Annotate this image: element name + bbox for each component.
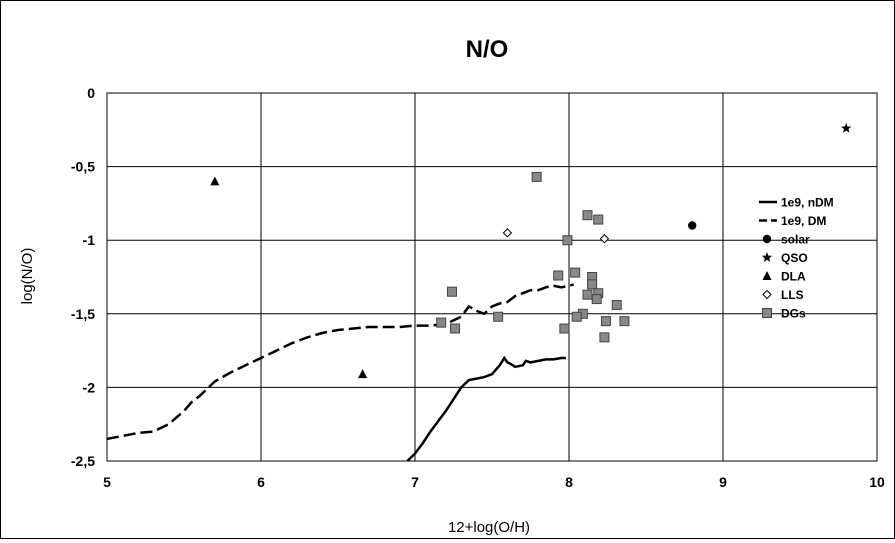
data-point-dgs xyxy=(531,171,542,182)
data-point-dla xyxy=(210,176,220,186)
legend-swatch-dla xyxy=(762,271,772,280)
plot-border xyxy=(106,92,878,462)
legend-label-dgs: DGs xyxy=(781,307,806,321)
data-point-dgs xyxy=(446,286,457,297)
data-point-dgs xyxy=(436,317,447,328)
legend-swatch-dgs xyxy=(762,308,772,318)
y-tick-label: -2 xyxy=(83,379,96,395)
x-tick-label: 7 xyxy=(411,474,419,490)
legend-swatch-solar xyxy=(762,234,772,244)
x-tick-label: 8 xyxy=(565,474,573,490)
legend-label-qso: QSO xyxy=(781,251,808,265)
legend: 1e9, nDM 1e9, DM solar QSO DLA LLS DGs xyxy=(759,196,834,321)
y-tick-label: -2,5 xyxy=(71,453,95,469)
x-tick-label: 9 xyxy=(719,474,727,490)
data-point-dgs xyxy=(611,299,622,310)
legend-label-1e9-dm: 1e9, DM xyxy=(781,214,826,228)
y-axis-title: log(N/O) xyxy=(19,248,36,305)
legend-label-solar: solar xyxy=(781,233,810,247)
data-point-dgs xyxy=(562,235,573,246)
series-line-1e9-ndm xyxy=(406,355,566,462)
data-point-dgs xyxy=(493,311,504,322)
data-point-lls xyxy=(502,228,513,238)
x-axis-title: 12+log(O/H) xyxy=(448,519,530,536)
grid xyxy=(106,92,878,462)
data-point-dgs xyxy=(570,267,581,278)
x-tick-label: 10 xyxy=(869,474,885,490)
data-point-dgs xyxy=(600,316,611,327)
chart-title: N/O xyxy=(466,36,509,63)
legend-label-dla: DLA xyxy=(781,270,806,284)
legend-label-lls: LLS xyxy=(781,288,804,302)
series-line-1e9-dm xyxy=(106,283,574,441)
data-point-dgs xyxy=(582,289,593,300)
data-point-dgs xyxy=(582,210,593,221)
y-tick-label: -1 xyxy=(83,232,96,248)
data-point-dgs xyxy=(559,323,570,334)
series-layer xyxy=(106,122,852,462)
legend-label-1e9-ndm: 1e9, nDM xyxy=(781,196,834,210)
data-point-qso xyxy=(840,122,852,133)
data-point-dla xyxy=(358,369,368,379)
data-point-dgs xyxy=(450,323,461,334)
data-point-dgs xyxy=(599,332,610,343)
data-point-dgs xyxy=(587,279,598,290)
axis-layer: 5 6 7 8 9 10 0 -0,5 -1 -1,5 -2 -2,5 xyxy=(71,85,885,490)
x-tick-label: 5 xyxy=(103,474,111,490)
legend-swatch-qso xyxy=(761,252,773,262)
x-tick-label: 6 xyxy=(257,474,265,490)
y-tick-label: -0,5 xyxy=(71,159,95,175)
data-point-lls xyxy=(599,234,610,244)
data-point-dgs xyxy=(591,294,602,305)
y-tick-label: -1,5 xyxy=(71,306,95,322)
data-point-solar xyxy=(688,221,697,230)
data-point-dgs xyxy=(571,311,582,322)
y-tick-label: 0 xyxy=(87,85,95,101)
data-point-dgs xyxy=(553,270,564,281)
legend-swatch-lls xyxy=(762,289,772,300)
data-point-dgs xyxy=(593,214,604,225)
data-point-dgs xyxy=(619,316,630,327)
